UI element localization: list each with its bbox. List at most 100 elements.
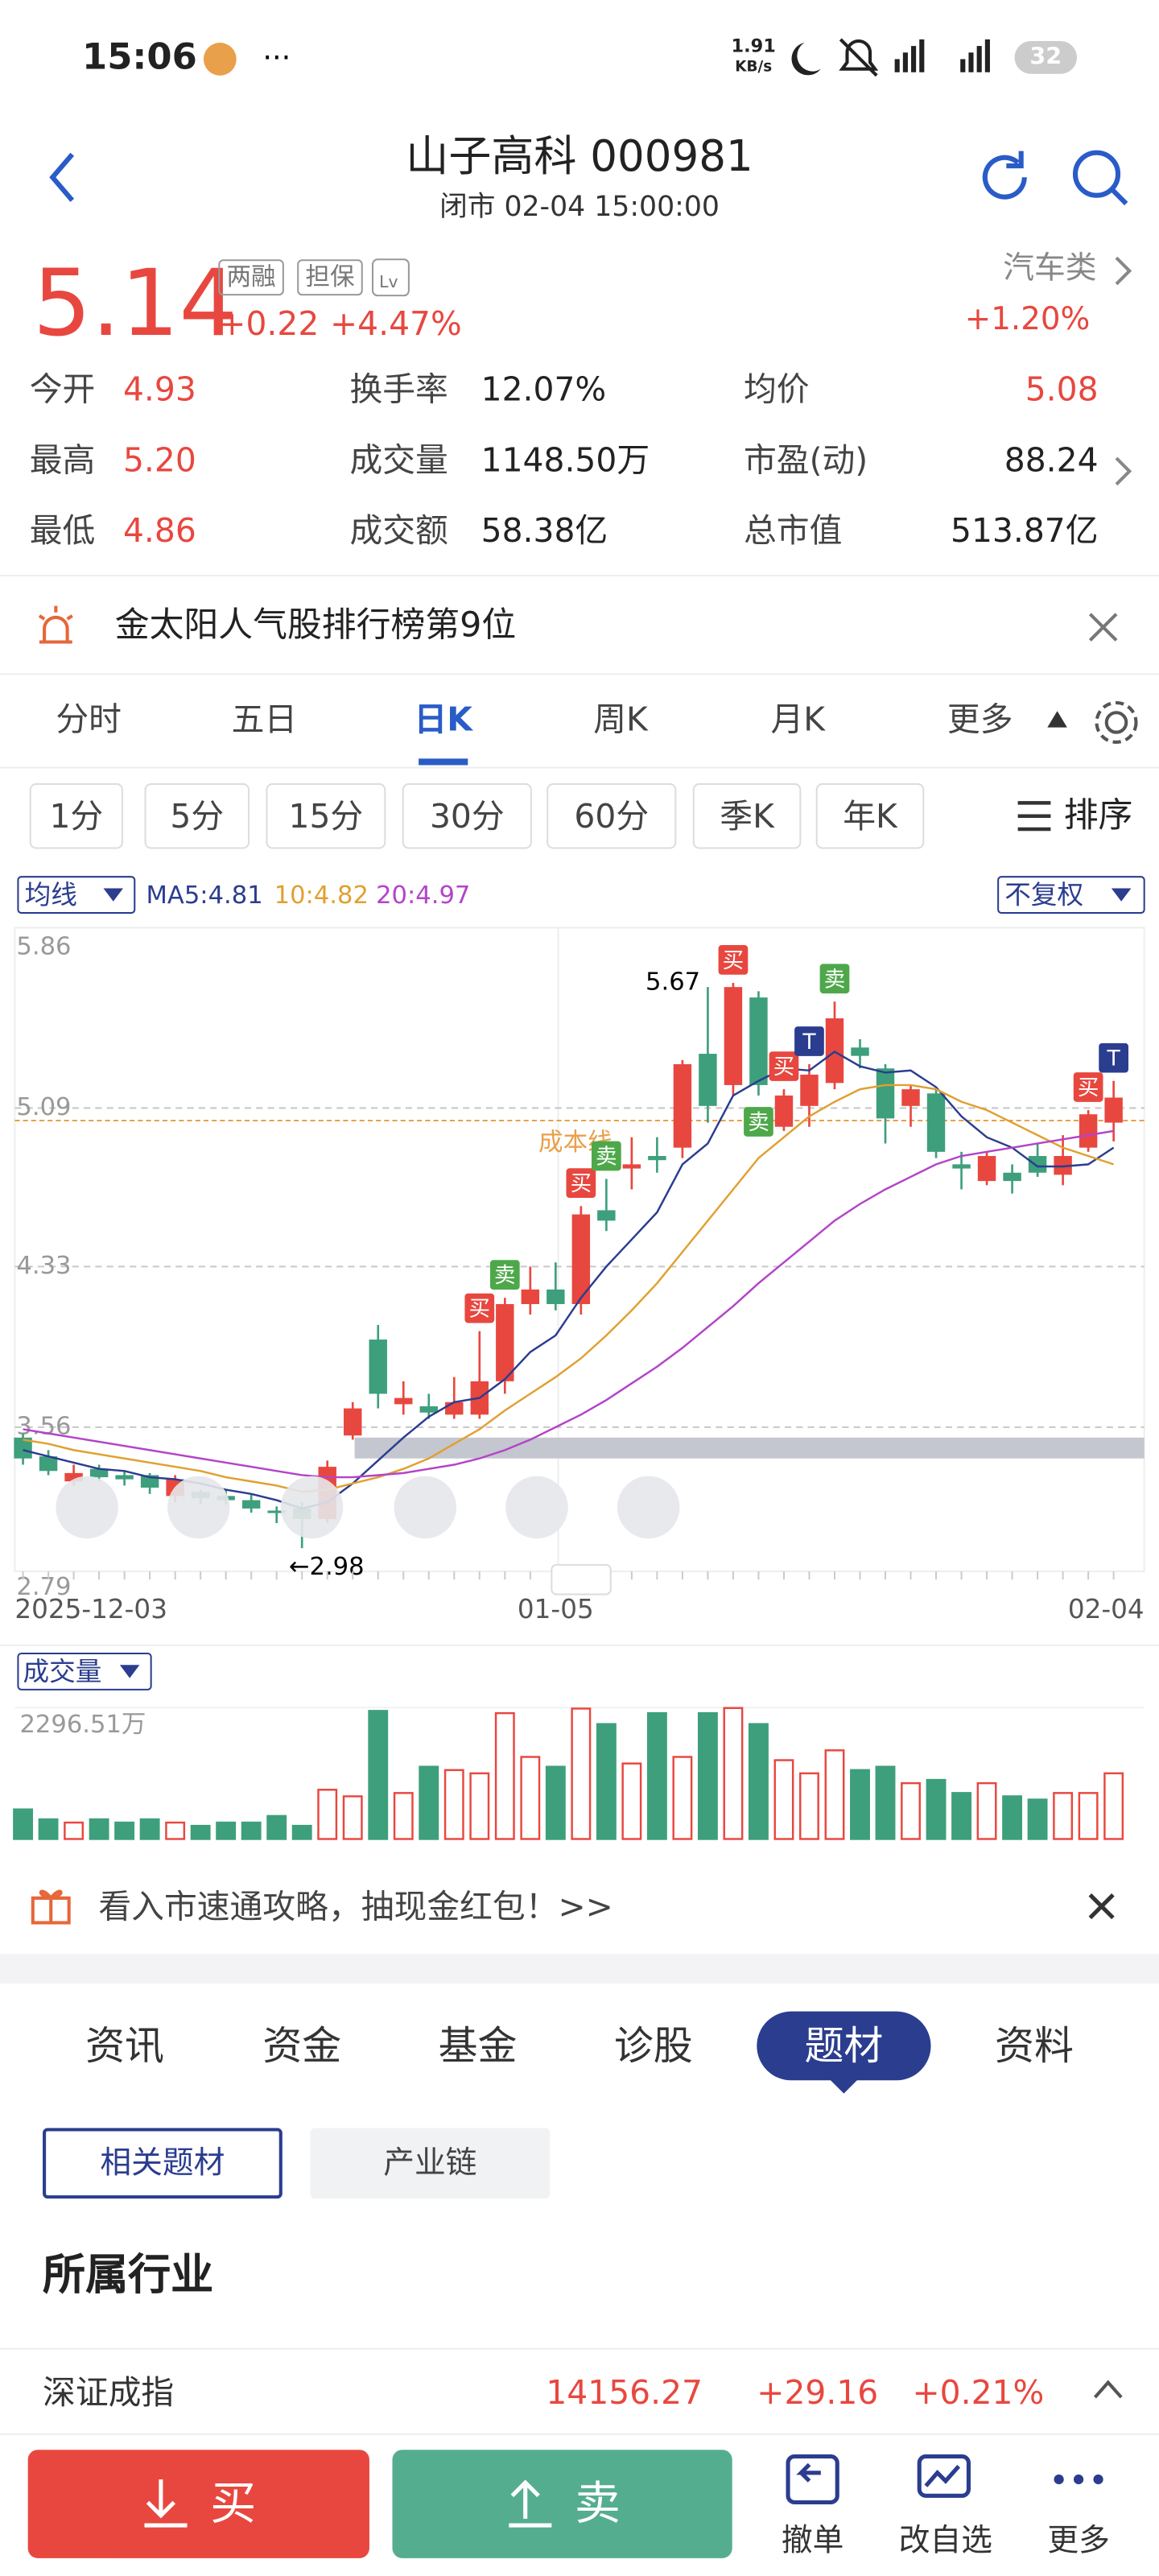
period-tab[interactable]: 分时 <box>56 699 122 739</box>
action-label[interactable]: 撤单 <box>781 2522 844 2559</box>
search-button[interactable] <box>1067 144 1133 210</box>
volume-bar <box>545 1765 566 1840</box>
gift-icon <box>31 1889 71 1925</box>
info-tab[interactable]: 基金 <box>438 2022 518 2070</box>
ma-line <box>23 1084 1115 1493</box>
rank-banner[interactable]: 金太阳人气股排行榜第9位 <box>114 605 517 645</box>
candle-body <box>876 1068 895 1119</box>
info-tab[interactable]: 资讯 <box>85 2022 164 2070</box>
buy-button[interactable] <box>27 2450 369 2558</box>
sell-button[interactable] <box>392 2450 732 2558</box>
minute-tab[interactable]: 15分 <box>288 796 364 836</box>
stat-label: 成交量 <box>349 440 448 480</box>
volume-bar <box>951 1792 971 1840</box>
candle-body <box>800 1074 819 1106</box>
support-zone <box>354 1437 1145 1459</box>
signal-badge <box>592 1141 621 1171</box>
candle-body <box>1079 1114 1098 1148</box>
y-tick-label: 5.09 <box>16 1093 71 1121</box>
volume-bar <box>976 1781 997 1840</box>
volume-bar <box>1002 1795 1023 1840</box>
topic-tab-label[interactable]: 产业链 <box>383 2145 477 2182</box>
chart-tool[interactable] <box>394 1476 457 1539</box>
high-label: 5.67 <box>645 968 700 996</box>
x-tick-label: 01-05 <box>518 1594 594 1624</box>
info-tab[interactable]: 题材 <box>804 2022 884 2070</box>
signal-badge <box>489 1260 520 1290</box>
volume-bar <box>393 1792 414 1840</box>
index-name[interactable]: 深证成指 <box>43 2372 175 2413</box>
ma-line <box>23 1129 1114 1479</box>
volume-bar <box>571 1707 592 1840</box>
back-button[interactable] <box>39 148 89 207</box>
signal-label: 卖 <box>748 1110 769 1135</box>
volume-bar <box>216 1821 237 1840</box>
info-tab[interactable]: 资金 <box>262 2022 342 2070</box>
chart-tool[interactable] <box>167 1476 230 1539</box>
promo-text[interactable]: 看入市速通攻略，抽现金红包！>> <box>98 1886 613 1926</box>
action-label[interactable]: 改自选 <box>898 2522 993 2559</box>
banner-icon <box>38 605 73 644</box>
signal-label: 买 <box>1078 1075 1099 1100</box>
stat-label: 今开 <box>29 369 96 409</box>
minute-tab-box <box>144 782 250 849</box>
candle-body <box>521 1289 540 1304</box>
chart-tool[interactable] <box>280 1476 344 1539</box>
signal-badge <box>794 1026 824 1056</box>
tab-underline <box>419 758 468 766</box>
net-speed: 1.91 <box>731 35 776 57</box>
sector-change: +1.20% <box>964 301 1091 338</box>
candle-body <box>926 1093 946 1152</box>
pill-pointer <box>827 2077 860 2094</box>
signal-badge <box>1073 1072 1103 1102</box>
action-label[interactable]: 更多 <box>1047 2522 1110 2559</box>
sector-name[interactable]: 汽车类 <box>1003 250 1097 287</box>
svg-text:···: ··· <box>262 40 291 75</box>
minute-tab[interactable]: 60分 <box>574 796 650 836</box>
signal-label: 卖 <box>824 967 846 992</box>
period-tab[interactable]: 日K <box>414 699 472 739</box>
volume-selector: 成交量 <box>23 1656 102 1686</box>
period-tab[interactable]: 周K <box>593 699 648 739</box>
minute-tab[interactable]: 5分 <box>170 796 225 836</box>
kline-chart: 5.865.094.333.562.79成本线买卖买卖买卖买T卖买T5.67←2… <box>0 876 1159 1840</box>
ma-selector: 均线 <box>25 880 77 910</box>
svg-text:Lv: Lv <box>379 272 398 291</box>
stat-label: 均价 <box>743 369 810 409</box>
volume-bar <box>520 1756 541 1840</box>
more-icon <box>1054 2474 1103 2485</box>
signal-label: 买 <box>723 948 744 973</box>
volume-bar <box>875 1765 896 1840</box>
info-tab[interactable]: 资料 <box>995 2022 1074 2070</box>
candle-body <box>673 1064 692 1148</box>
topic-tab-label[interactable]: 相关题材 <box>100 2145 225 2182</box>
signal-badge <box>718 945 749 975</box>
volume-bar <box>494 1711 515 1840</box>
refresh-button[interactable] <box>972 144 1038 210</box>
chart-tool[interactable] <box>56 1476 118 1539</box>
settings-button[interactable] <box>1090 696 1142 749</box>
minute-tab[interactable]: 1分 <box>49 796 104 836</box>
period-tab[interactable]: 月K <box>770 699 826 739</box>
period-tab[interactable]: 更多 <box>947 699 1013 739</box>
close-button[interactable] <box>1083 1889 1120 1925</box>
period-tab[interactable]: 五日 <box>231 699 298 739</box>
minute-tab[interactable]: 季K <box>720 796 774 836</box>
stat-label: 最低 <box>29 510 96 551</box>
chart-tool[interactable] <box>505 1476 568 1539</box>
minute-tab[interactable]: 年K <box>843 796 897 836</box>
sort-label[interactable]: 排序 <box>1063 795 1133 836</box>
volume-bar <box>342 1795 363 1840</box>
minute-tab-box <box>266 782 386 849</box>
signal-badge <box>819 964 850 994</box>
volume-bar <box>824 1749 845 1840</box>
chart-tool[interactable] <box>617 1476 680 1539</box>
minute-tab[interactable]: 30分 <box>429 796 505 836</box>
collapse-icon[interactable] <box>1090 2376 1126 2402</box>
close-button[interactable] <box>1083 608 1123 647</box>
info-tab[interactable]: 诊股 <box>613 2022 693 2070</box>
candle-body <box>547 1289 565 1304</box>
dropdown-arrow <box>119 1665 140 1678</box>
